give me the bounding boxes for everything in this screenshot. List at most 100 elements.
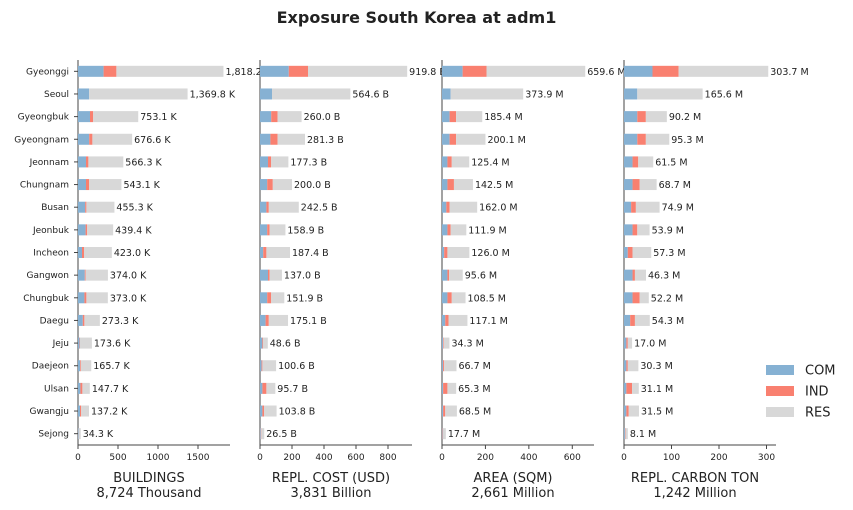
x-tick-label: 200 xyxy=(283,453,300,463)
bar-res xyxy=(269,224,286,236)
bar-res xyxy=(638,156,654,168)
bar-com xyxy=(624,247,628,258)
bar-res xyxy=(266,382,276,394)
x-axis-sublabel: 3,831 Billion xyxy=(291,486,372,501)
bar-res xyxy=(628,405,639,417)
total-label: 566.3 K xyxy=(125,157,162,168)
bar-com xyxy=(442,382,444,394)
bar-res xyxy=(272,179,292,191)
bar-ind xyxy=(443,405,446,417)
x-tick-label: 100 xyxy=(663,453,680,463)
total-label: 273.3 K xyxy=(102,316,139,327)
bar-com xyxy=(624,337,627,349)
bar-ind xyxy=(652,65,679,77)
bar-com xyxy=(260,382,263,394)
bar-ind xyxy=(267,292,272,304)
total-label: 165.7 K xyxy=(93,361,130,372)
bar-res xyxy=(86,292,108,304)
total-label: 100.6 B xyxy=(278,361,315,372)
bar-com xyxy=(78,224,86,236)
bar-ind xyxy=(637,111,646,123)
bar-com xyxy=(260,247,264,258)
total-label: 137.0 B xyxy=(284,271,321,282)
bar-ind xyxy=(444,247,448,258)
total-label: 111.9 M xyxy=(468,225,506,236)
bar-ind xyxy=(443,360,445,372)
category-label: Busan xyxy=(41,203,69,213)
bar-com xyxy=(624,224,633,236)
x-axis-label: REPL. COST (USD) xyxy=(272,471,390,486)
bar-ind xyxy=(80,382,83,394)
bar-ind xyxy=(103,65,117,77)
bar-ind xyxy=(80,360,81,372)
bar-ind xyxy=(447,224,451,236)
bar-com xyxy=(442,133,450,145)
bar-ind xyxy=(447,292,452,304)
bar-com xyxy=(442,65,463,77)
bar-com xyxy=(78,156,86,168)
total-label: 26.5 B xyxy=(266,429,297,440)
bar-ind xyxy=(631,201,636,213)
legend-label-res: RES xyxy=(805,406,831,421)
bar-com xyxy=(260,65,289,77)
x-axis-sublabel: 8,724 Thousand xyxy=(97,486,202,501)
bar-com xyxy=(78,360,80,372)
bar-com xyxy=(260,428,261,440)
bar-ind xyxy=(447,156,452,168)
bar-ind xyxy=(626,360,628,372)
bar-res xyxy=(89,179,122,191)
bar-com xyxy=(78,269,85,281)
x-tick-label: 300 xyxy=(758,453,775,463)
legend-label-com: COM xyxy=(805,364,836,379)
bar-com xyxy=(78,133,90,145)
total-label: 61.5 M xyxy=(655,157,687,168)
bar-ind xyxy=(267,224,270,236)
bar-res xyxy=(627,337,633,349)
x-tick-label: 600 xyxy=(564,453,581,463)
bar-ind xyxy=(265,314,269,326)
bar-res xyxy=(645,133,670,145)
bar-ind xyxy=(271,111,278,123)
bar-res xyxy=(271,292,285,304)
bar-com xyxy=(260,337,263,349)
bar-res xyxy=(450,224,467,236)
total-label: 455.3 K xyxy=(116,203,153,214)
bar-res xyxy=(678,65,769,77)
bar-ind xyxy=(268,156,272,168)
x-tick-label: 0 xyxy=(621,453,627,463)
bar-res xyxy=(637,88,703,100)
bar-com xyxy=(442,405,444,417)
bar-res xyxy=(80,360,92,372)
bar-res xyxy=(271,156,289,168)
category-label: Daejeon xyxy=(32,362,69,372)
category-label: Seoul xyxy=(44,90,69,100)
bar-res xyxy=(448,314,468,326)
category-label: Gangwon xyxy=(27,271,69,281)
bar-com xyxy=(260,224,268,236)
total-label: 200.0 B xyxy=(294,180,331,191)
total-label: 17.0 M xyxy=(634,339,666,350)
x-axis-sublabel: 2,661 Million xyxy=(471,486,554,501)
bar-ind xyxy=(89,133,93,145)
x-tick-label: 800 xyxy=(379,453,396,463)
bar-com xyxy=(78,382,81,394)
total-label: 65.3 M xyxy=(458,384,490,395)
total-label: 200.1 M xyxy=(487,135,525,146)
x-axis-label: AREA (SQM) xyxy=(473,471,552,486)
bar-ind xyxy=(447,179,454,191)
bar-ind xyxy=(632,292,640,304)
bar-com xyxy=(78,201,86,213)
total-label: 126.0 M xyxy=(471,248,509,259)
bar-res xyxy=(269,269,282,281)
bar-res xyxy=(447,382,457,394)
total-label: 30.3 M xyxy=(640,361,672,372)
bar-com xyxy=(78,88,90,100)
bar-res xyxy=(637,224,650,236)
category-label: Sejong xyxy=(38,430,69,440)
bar-res xyxy=(277,111,302,123)
bar-com xyxy=(78,337,80,349)
category-label: Jeonnam xyxy=(29,158,69,168)
total-label: 242.5 B xyxy=(301,203,338,214)
bar-res xyxy=(82,382,90,394)
total-label: 281.3 B xyxy=(307,135,344,146)
